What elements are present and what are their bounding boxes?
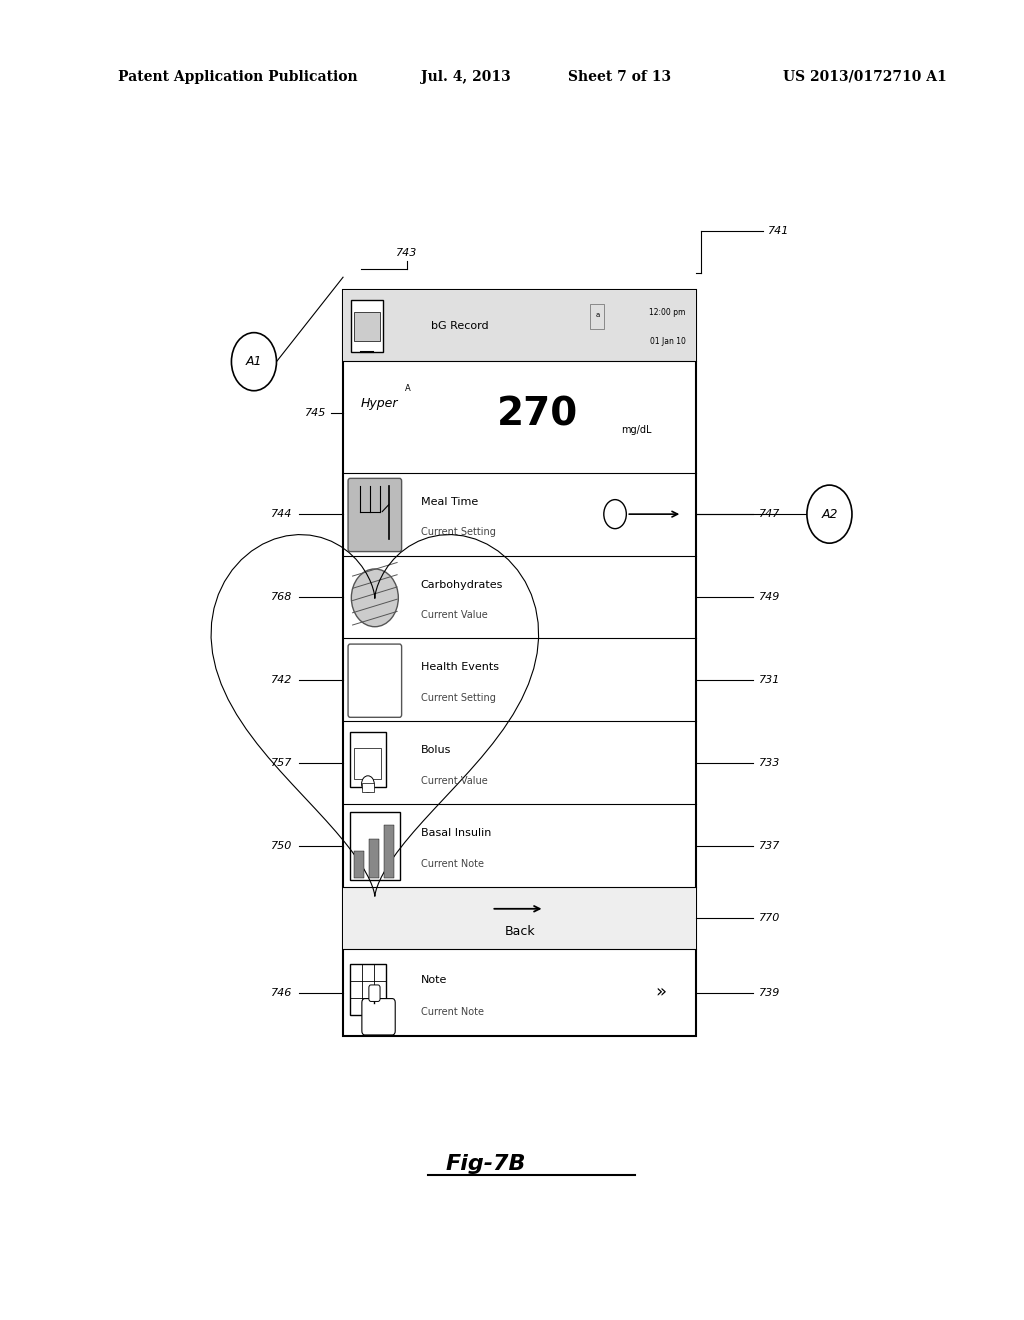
Text: 739: 739 — [760, 987, 780, 998]
Text: Carbohydrates: Carbohydrates — [421, 579, 503, 590]
Circle shape — [604, 500, 627, 528]
Text: Patent Application Publication: Patent Application Publication — [118, 70, 357, 83]
Text: 750: 750 — [271, 841, 292, 850]
Text: Current Note: Current Note — [421, 859, 483, 869]
Ellipse shape — [351, 569, 398, 627]
Text: 12:00 pm: 12:00 pm — [649, 309, 686, 317]
Bar — [590, 305, 604, 329]
Circle shape — [361, 776, 374, 792]
Text: Current Setting: Current Setting — [421, 693, 496, 704]
Text: Hyper: Hyper — [360, 397, 398, 409]
Text: a: a — [595, 312, 599, 318]
Bar — [354, 851, 365, 878]
Text: 731: 731 — [760, 675, 780, 685]
Text: Health Events: Health Events — [421, 663, 499, 672]
Text: 745: 745 — [305, 408, 326, 418]
Text: bG Record: bG Record — [431, 321, 489, 330]
Text: 768: 768 — [271, 591, 292, 602]
Text: Current Note: Current Note — [421, 1007, 483, 1016]
Text: 01 Jan 10: 01 Jan 10 — [650, 337, 686, 346]
Bar — [343, 290, 696, 360]
Text: 744: 744 — [271, 510, 292, 519]
Bar — [384, 825, 394, 878]
Text: mg/dL: mg/dL — [621, 425, 651, 436]
Text: Current Value: Current Value — [421, 776, 487, 785]
Text: 749: 749 — [760, 591, 780, 602]
Text: A2: A2 — [821, 508, 838, 520]
Text: Fig-7B: Fig-7B — [445, 1154, 526, 1175]
Text: A: A — [404, 384, 411, 393]
Text: 733: 733 — [760, 758, 780, 768]
Bar — [354, 748, 381, 779]
Text: 746: 746 — [271, 987, 292, 998]
Text: 742: 742 — [271, 675, 292, 685]
Text: Note: Note — [421, 974, 447, 985]
Text: Meal Time: Meal Time — [421, 496, 478, 507]
Text: 747: 747 — [760, 510, 780, 519]
Text: Current Setting: Current Setting — [421, 528, 496, 537]
FancyBboxPatch shape — [348, 644, 401, 717]
Text: 270: 270 — [497, 396, 578, 433]
Bar — [369, 838, 379, 878]
Text: Jul. 4, 2013: Jul. 4, 2013 — [421, 70, 511, 83]
Text: 737: 737 — [760, 841, 780, 850]
Bar — [351, 300, 383, 352]
Bar — [343, 290, 696, 1036]
FancyBboxPatch shape — [361, 999, 395, 1035]
Text: A1: A1 — [246, 355, 262, 368]
Text: Current Value: Current Value — [421, 610, 487, 620]
Text: 743: 743 — [396, 248, 417, 259]
Circle shape — [231, 333, 276, 391]
FancyBboxPatch shape — [348, 478, 401, 552]
Circle shape — [807, 486, 852, 544]
Bar — [343, 887, 696, 949]
Text: Basal Insulin: Basal Insulin — [421, 828, 492, 838]
Bar — [350, 812, 399, 880]
Text: 770: 770 — [760, 913, 780, 923]
Text: Sheet 7 of 13: Sheet 7 of 13 — [568, 70, 671, 83]
Bar — [350, 731, 386, 787]
Bar — [350, 964, 386, 1015]
Bar — [354, 312, 380, 341]
Text: Bolus: Bolus — [421, 746, 452, 755]
Bar — [361, 783, 374, 792]
FancyBboxPatch shape — [369, 985, 380, 1002]
Text: 741: 741 — [768, 226, 788, 236]
Text: US 2013/0172710 A1: US 2013/0172710 A1 — [783, 70, 947, 83]
Text: 757: 757 — [271, 758, 292, 768]
Text: »: » — [655, 983, 667, 1002]
Text: Back: Back — [505, 925, 535, 939]
